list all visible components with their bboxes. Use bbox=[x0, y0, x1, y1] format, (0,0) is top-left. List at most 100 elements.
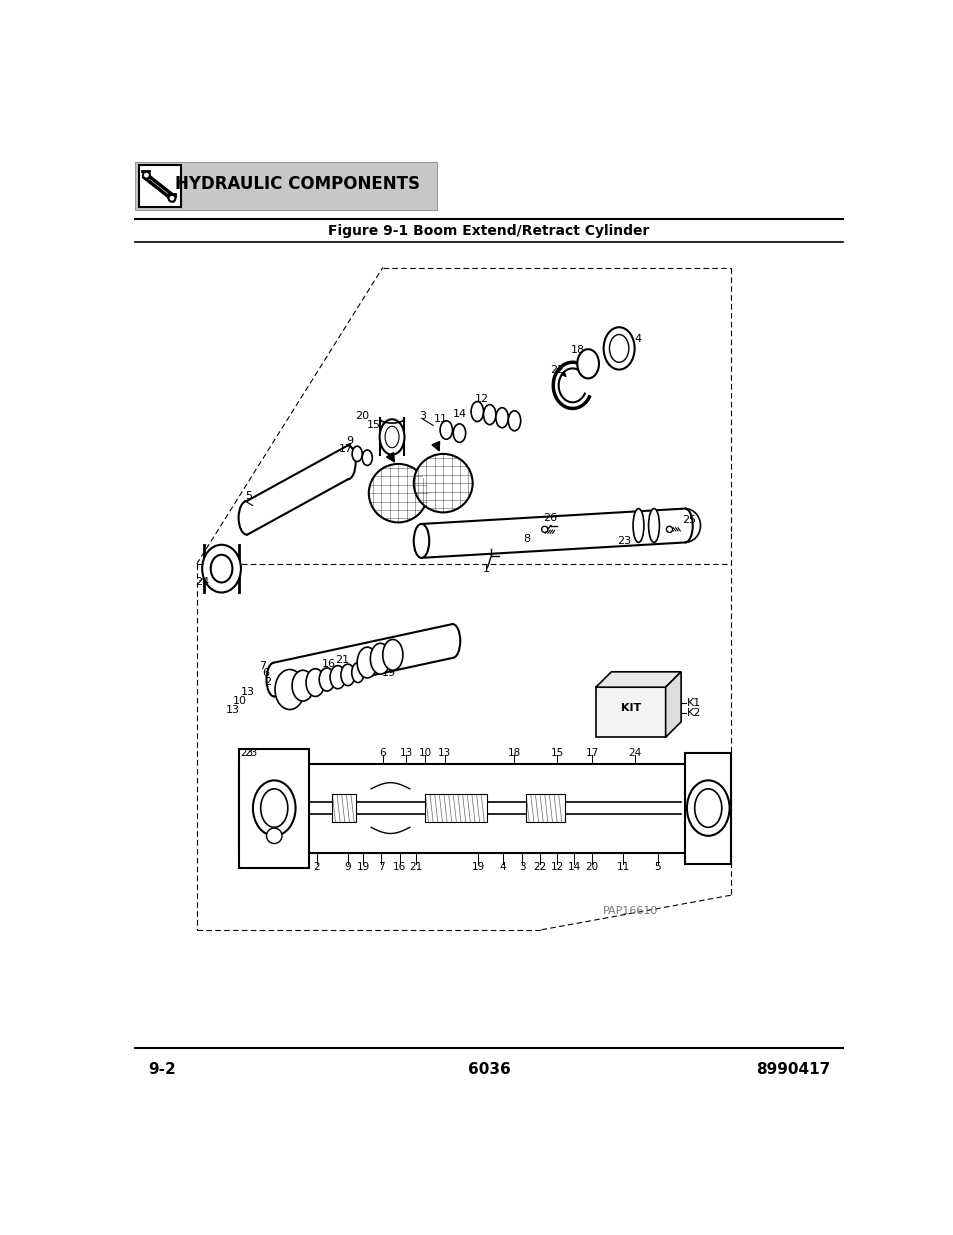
Text: 9-2: 9-2 bbox=[148, 1062, 175, 1077]
Text: 9: 9 bbox=[344, 862, 351, 872]
Bar bbox=[596, 687, 665, 737]
Ellipse shape bbox=[483, 405, 496, 425]
Ellipse shape bbox=[694, 789, 721, 827]
Text: 26: 26 bbox=[542, 513, 557, 522]
Bar bbox=[239, 764, 727, 852]
Text: 6036: 6036 bbox=[467, 1062, 510, 1077]
Text: K1: K1 bbox=[686, 698, 700, 708]
Text: HYDRAULIC COMPONENTS: HYDRAULIC COMPONENTS bbox=[174, 175, 419, 194]
Text: 4: 4 bbox=[499, 862, 506, 872]
Text: 21: 21 bbox=[409, 862, 422, 872]
Ellipse shape bbox=[370, 643, 390, 674]
Ellipse shape bbox=[211, 555, 233, 583]
Text: 10: 10 bbox=[418, 747, 432, 757]
Text: 17: 17 bbox=[585, 747, 598, 757]
Ellipse shape bbox=[352, 446, 362, 462]
Ellipse shape bbox=[379, 419, 404, 454]
Text: 21: 21 bbox=[335, 656, 349, 666]
Bar bbox=[425, 794, 487, 823]
Text: 14: 14 bbox=[452, 409, 466, 419]
Text: 20: 20 bbox=[355, 411, 369, 421]
Text: 7: 7 bbox=[377, 862, 384, 872]
Text: 1: 1 bbox=[482, 564, 490, 574]
Text: 2: 2 bbox=[264, 677, 271, 687]
Ellipse shape bbox=[541, 526, 547, 532]
Text: 13: 13 bbox=[437, 747, 451, 757]
Circle shape bbox=[369, 464, 427, 522]
Ellipse shape bbox=[143, 172, 150, 179]
Text: 8: 8 bbox=[522, 535, 530, 545]
Ellipse shape bbox=[292, 671, 314, 701]
Polygon shape bbox=[596, 672, 680, 687]
Text: Figure 9-1 Boom Extend/Retract Cylinder: Figure 9-1 Boom Extend/Retract Cylinder bbox=[328, 224, 649, 237]
Text: 19: 19 bbox=[471, 862, 484, 872]
Text: 22: 22 bbox=[533, 862, 546, 872]
Ellipse shape bbox=[319, 668, 335, 692]
Ellipse shape bbox=[633, 509, 643, 542]
Ellipse shape bbox=[306, 668, 324, 697]
Bar bbox=[239, 748, 309, 868]
Ellipse shape bbox=[253, 781, 295, 836]
Bar bbox=[684, 752, 731, 864]
Text: 23: 23 bbox=[617, 536, 631, 546]
Ellipse shape bbox=[202, 545, 241, 593]
Ellipse shape bbox=[266, 829, 282, 844]
Text: 10: 10 bbox=[233, 697, 247, 706]
Text: 14: 14 bbox=[567, 862, 580, 872]
Ellipse shape bbox=[414, 524, 429, 558]
Text: 12: 12 bbox=[475, 394, 489, 404]
Text: 18: 18 bbox=[507, 747, 520, 757]
Text: 9: 9 bbox=[346, 436, 353, 446]
Text: 15: 15 bbox=[367, 420, 381, 431]
Ellipse shape bbox=[340, 664, 355, 685]
Text: 5: 5 bbox=[654, 862, 660, 872]
Text: 12: 12 bbox=[550, 862, 563, 872]
Ellipse shape bbox=[686, 781, 729, 836]
Text: 19: 19 bbox=[381, 668, 395, 678]
Text: 11: 11 bbox=[434, 414, 447, 425]
Text: 19: 19 bbox=[356, 862, 370, 872]
Text: 8990417: 8990417 bbox=[756, 1062, 830, 1077]
Ellipse shape bbox=[169, 195, 175, 201]
Ellipse shape bbox=[439, 421, 452, 440]
Text: 18: 18 bbox=[571, 345, 584, 354]
Text: 4: 4 bbox=[634, 335, 641, 345]
Text: 17: 17 bbox=[339, 443, 353, 453]
Text: 7: 7 bbox=[258, 661, 266, 671]
Text: 13: 13 bbox=[225, 705, 239, 715]
Ellipse shape bbox=[352, 662, 364, 683]
Text: PAP16610: PAP16610 bbox=[602, 905, 658, 915]
Text: 20: 20 bbox=[585, 862, 598, 872]
Ellipse shape bbox=[362, 450, 372, 466]
Text: 3: 3 bbox=[518, 862, 525, 872]
Text: 15: 15 bbox=[550, 747, 563, 757]
Text: 25: 25 bbox=[681, 515, 696, 525]
Ellipse shape bbox=[330, 666, 345, 689]
Text: 6: 6 bbox=[379, 747, 386, 757]
Text: 16: 16 bbox=[393, 862, 406, 872]
Ellipse shape bbox=[382, 640, 402, 671]
Ellipse shape bbox=[666, 526, 672, 532]
Ellipse shape bbox=[508, 411, 520, 431]
Text: 3: 3 bbox=[419, 411, 426, 421]
Text: 13: 13 bbox=[240, 687, 254, 697]
Text: KIT: KIT bbox=[620, 703, 640, 713]
Text: 24: 24 bbox=[627, 747, 640, 757]
Ellipse shape bbox=[260, 789, 288, 827]
Text: 24: 24 bbox=[195, 578, 210, 588]
Text: 6: 6 bbox=[261, 668, 269, 678]
Text: 16: 16 bbox=[321, 659, 335, 669]
Text: 5: 5 bbox=[245, 492, 252, 501]
Ellipse shape bbox=[648, 509, 659, 542]
Text: 23: 23 bbox=[240, 747, 253, 757]
Bar bbox=[139, 165, 181, 206]
Ellipse shape bbox=[274, 669, 304, 710]
Text: 11: 11 bbox=[616, 862, 629, 872]
Text: 13: 13 bbox=[399, 747, 413, 757]
Ellipse shape bbox=[471, 401, 483, 421]
Bar bbox=[134, 162, 436, 210]
Text: 23: 23 bbox=[244, 747, 257, 757]
Bar bbox=[332, 794, 355, 823]
Ellipse shape bbox=[496, 408, 508, 427]
Ellipse shape bbox=[385, 426, 398, 448]
